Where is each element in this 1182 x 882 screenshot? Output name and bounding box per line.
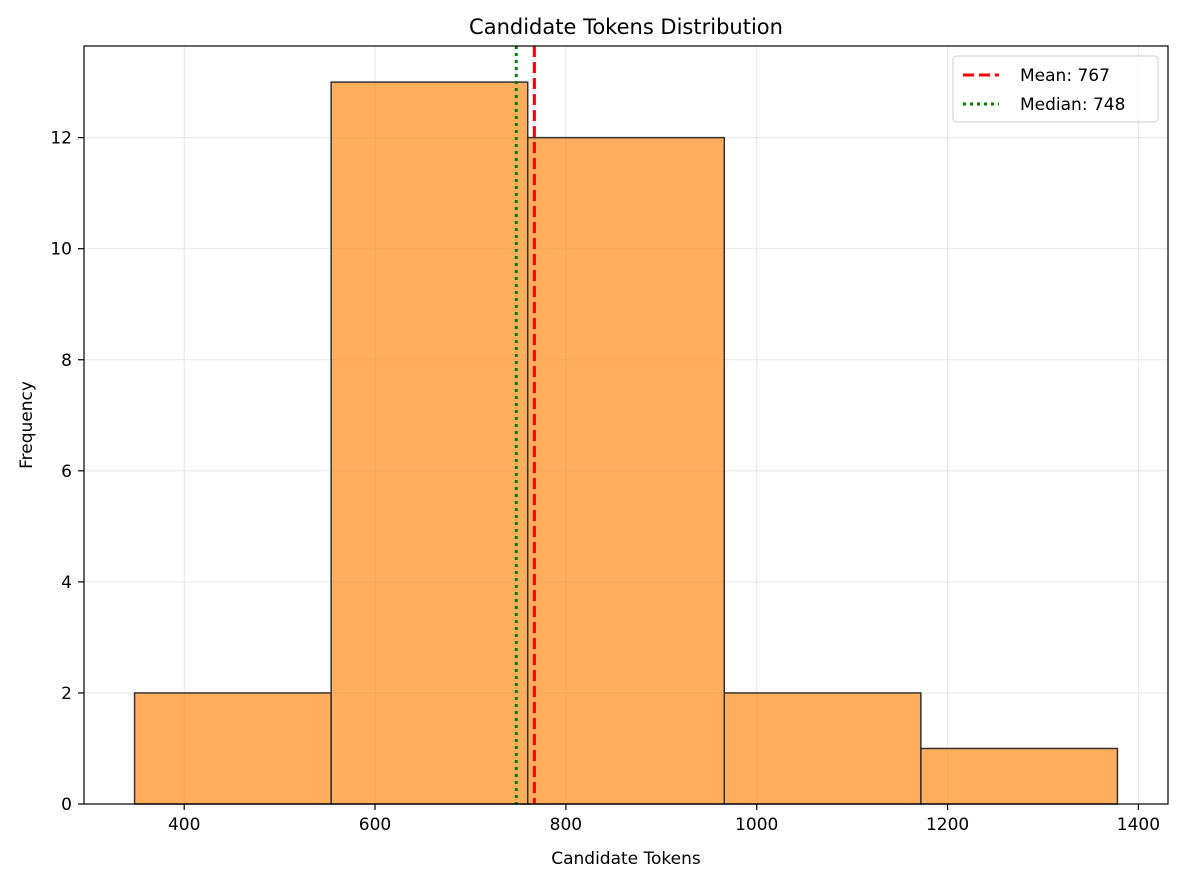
histogram-bar bbox=[526, 136, 726, 805]
y-tick-label: 10 bbox=[50, 240, 72, 260]
histogram-bar bbox=[723, 692, 922, 805]
x-axis-label: Candidate Tokens bbox=[551, 849, 701, 869]
x-tick-label: 800 bbox=[550, 815, 582, 835]
legend-box bbox=[952, 55, 1159, 123]
x-axis-ticks: 400 600 800 1000 1200 1400 bbox=[168, 804, 1160, 835]
y-tick-label: 8 bbox=[61, 351, 72, 371]
y-tick-label: 6 bbox=[61, 462, 72, 482]
y-tick-label: 0 bbox=[61, 795, 72, 815]
legend-label: Median: 748 bbox=[1020, 95, 1125, 115]
y-tick-label: 2 bbox=[61, 684, 72, 704]
y-tick-label: 12 bbox=[50, 129, 72, 149]
chart-title: Candidate Tokens Distribution bbox=[469, 15, 783, 39]
y-tick-label: 4 bbox=[61, 573, 72, 593]
x-tick-label: 1000 bbox=[735, 815, 778, 835]
plot-frame bbox=[83, 45, 1169, 805]
histogram-bar bbox=[920, 747, 1119, 805]
histogram-bar bbox=[330, 81, 529, 805]
legend-label: Mean: 767 bbox=[1020, 66, 1110, 86]
reference-lines bbox=[514, 46, 536, 804]
histogram-bar bbox=[133, 692, 332, 805]
x-tick-label: 1200 bbox=[926, 815, 969, 835]
x-tick-label: 400 bbox=[168, 815, 200, 835]
y-axis-label: Frequency bbox=[17, 381, 37, 469]
x-tick-label: 600 bbox=[359, 815, 391, 835]
x-tick-label: 1400 bbox=[1117, 815, 1160, 835]
bars bbox=[133, 81, 1119, 805]
y-axis-ticks: 0 2 4 6 8 10 12 bbox=[50, 129, 84, 815]
legend: Mean: 767 Median: 748 bbox=[952, 55, 1159, 123]
